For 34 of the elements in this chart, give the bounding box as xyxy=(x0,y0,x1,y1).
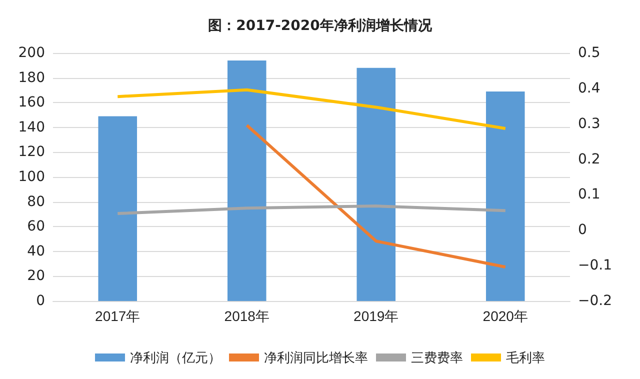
y-tick-label: 100 xyxy=(18,169,45,185)
x-tick-label: 2018年 xyxy=(224,308,270,324)
y-tick-label: 200 xyxy=(18,45,45,61)
bar xyxy=(98,116,138,301)
bar xyxy=(227,60,266,301)
y-tick-label: 60 xyxy=(27,218,45,235)
bar xyxy=(486,91,525,301)
legend-label: 三费费率 xyxy=(411,350,463,365)
legend-label: 净利润同比增长率 xyxy=(264,350,368,365)
y-tick-label: 20 xyxy=(27,268,45,284)
y2-tick-label: −0.1 xyxy=(578,258,612,274)
bar xyxy=(356,68,396,301)
legend-label: 毛利率 xyxy=(506,350,545,365)
y-tick-label: 40 xyxy=(27,243,45,260)
x-tick-label: 2017年 xyxy=(95,308,140,324)
y-tick-label: 80 xyxy=(27,194,45,210)
y2-tick-label: −0.2 xyxy=(578,293,612,309)
y2-tick-label: 0.5 xyxy=(578,45,600,61)
x-tick-label: 2019年 xyxy=(354,308,399,324)
y-tick-label: 160 xyxy=(18,94,45,111)
y2-tick-label: 0 xyxy=(578,222,587,238)
y2-tick-label: 0.3 xyxy=(578,116,600,132)
y-tick-label: 140 xyxy=(18,119,45,136)
y2-tick-label: 0.4 xyxy=(578,80,600,96)
chart-title: 图：2017-2020年净利润增长情况 xyxy=(208,17,433,34)
y-tick-label: 0 xyxy=(36,293,45,309)
x-tick-label: 2020年 xyxy=(482,308,528,324)
line-series xyxy=(116,204,507,215)
y-tick-label: 120 xyxy=(18,144,45,160)
y2-tick-label: 0.1 xyxy=(578,186,600,203)
line-series xyxy=(116,88,507,130)
legend-label: 净利润（亿元） xyxy=(130,350,221,365)
y2-tick-label: 0.2 xyxy=(578,151,600,168)
y-tick-label: 180 xyxy=(18,70,45,86)
